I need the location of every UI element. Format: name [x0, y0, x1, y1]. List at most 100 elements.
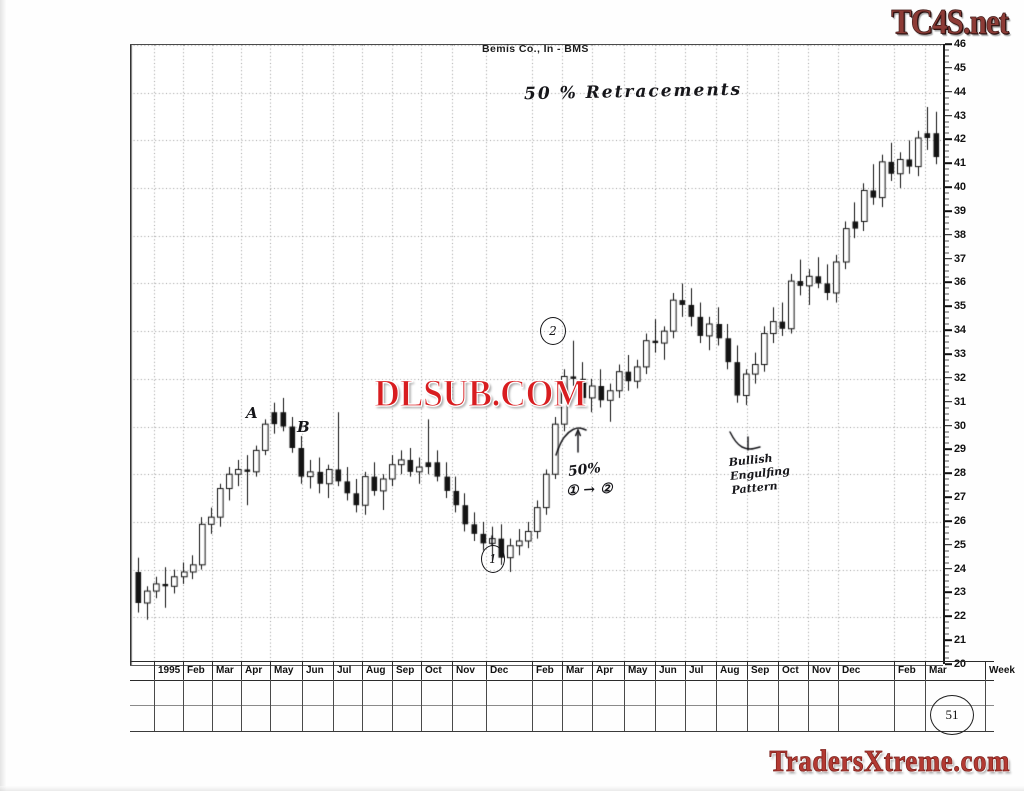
price-tick-mark	[945, 281, 952, 284]
price-tick-minor	[945, 252, 949, 254]
scan-edge-shadow-bottom	[0, 786, 1024, 791]
price-tick-minor	[945, 246, 949, 248]
price-tick-label: 29	[954, 443, 966, 456]
table-column	[894, 679, 926, 731]
price-tick-label: 34	[954, 324, 966, 337]
month-axis-label: Aug	[362, 662, 392, 680]
price-tick-minor	[945, 276, 949, 277]
price-tick-mark	[945, 400, 952, 403]
table-column	[592, 679, 625, 731]
month-axis-label: Sep	[747, 662, 778, 680]
table-column	[985, 679, 1024, 731]
table-column	[421, 679, 453, 731]
price-tick-label: 30	[954, 419, 966, 432]
table-column	[747, 679, 779, 731]
price-tick-minor	[945, 466, 949, 468]
price-tick-mark	[945, 615, 952, 618]
price-tick-label: 33	[954, 348, 966, 360]
month-axis-label: Jun	[655, 662, 685, 680]
table-column	[183, 679, 213, 731]
price-tick-minor	[945, 109, 949, 111]
price-tick-minor	[945, 460, 949, 462]
price-tick-minor	[945, 311, 949, 313]
table-column	[270, 679, 303, 731]
swing-label-a: A	[246, 404, 258, 422]
price-tick-minor	[945, 454, 949, 456]
month-axis-label: May	[624, 662, 655, 680]
scan-edge-shadow-left	[0, 0, 6, 791]
price-tick-minor	[945, 216, 949, 218]
price-tick-label: 37	[954, 252, 966, 265]
price-tick-minor	[945, 156, 949, 158]
price-tick-mark	[945, 90, 952, 93]
month-axis-label: Apr	[592, 662, 624, 680]
price-tick-minor	[945, 121, 949, 122]
price-tick-mark	[945, 353, 952, 355]
month-axis-label: Nov	[808, 662, 838, 680]
month-axis-strip: 1995 Feb Mar Apr May Jun Jul Aug Sep Oct Nov Dec Feb…	[130, 661, 1015, 681]
price-tick-label: 41	[954, 157, 966, 170]
candlestick-series	[130, 45, 943, 665]
price-tick-minor	[945, 49, 949, 51]
price-tick-minor	[945, 198, 949, 200]
circled-marker-2: 2	[540, 317, 566, 345]
price-tick-minor	[945, 359, 949, 361]
chart-plot-frame: Bemis Co., In - BMS	[130, 43, 943, 666]
price-tick-mark	[945, 639, 952, 641]
page-number-badge: 51	[930, 695, 974, 735]
table-column	[486, 679, 533, 731]
price-tick-label: 32	[954, 371, 966, 384]
price-tick-mark	[945, 43, 952, 45]
price-tick-label: 23	[954, 586, 966, 599]
price-tick-minor	[945, 484, 949, 486]
price-tick-label: 31	[954, 395, 966, 408]
blank-data-table	[130, 679, 994, 732]
table-column	[624, 679, 656, 731]
table-column	[778, 679, 809, 731]
price-tick-minor	[945, 478, 949, 480]
price-tick-minor	[945, 508, 949, 510]
price-tick-mark	[945, 114, 952, 117]
price-tick-minor	[945, 132, 949, 134]
price-tick-minor	[945, 174, 949, 176]
price-tick-label: 42	[954, 133, 966, 146]
price-tick-minor	[945, 144, 949, 146]
price-tick-minor	[945, 586, 949, 587]
price-axis: 46 45 44 43 42 41 40 39 38 37 36 35 34 33 32 31 30 29 28 27…	[943, 38, 997, 670]
price-tick-minor	[945, 413, 949, 415]
price-tick-minor	[945, 168, 949, 170]
table-column	[808, 679, 839, 731]
price-tick-minor	[945, 61, 949, 63]
price-tick-mark	[945, 257, 952, 260]
price-tick-mark	[945, 377, 952, 379]
month-axis-label: Feb	[532, 662, 562, 680]
dlsub-watermark: DLSUB.COM	[373, 371, 587, 415]
price-tick-minor	[945, 556, 949, 558]
price-tick-minor	[945, 240, 949, 242]
price-tick-mark	[945, 67, 952, 69]
table-column	[838, 679, 895, 731]
price-tick-minor	[945, 73, 949, 75]
price-tick-mark	[945, 233, 952, 236]
price-tick-minor	[945, 335, 949, 337]
month-axis-label: Jun	[302, 662, 333, 680]
price-tick-minor	[945, 502, 949, 504]
table-column	[333, 679, 363, 731]
price-tick-minor	[945, 85, 949, 87]
price-tick-minor	[945, 383, 949, 385]
price-tick-label: 40	[954, 181, 966, 194]
month-axis-label: Feb	[894, 662, 925, 680]
month-axis-label: Mar	[925, 662, 985, 680]
month-axis-label: Jul	[333, 662, 362, 680]
price-tick-minor	[945, 323, 949, 325]
price-tick-mark	[945, 424, 952, 427]
month-axis-label: Jul	[685, 662, 716, 680]
month-axis-label: Aug	[716, 662, 747, 680]
table-column	[562, 679, 593, 731]
price-tick-minor	[945, 490, 949, 492]
table-column	[392, 679, 422, 731]
price-tick-label: 45	[954, 61, 966, 74]
price-tick-mark	[945, 543, 952, 546]
price-tick-label: 24	[954, 562, 966, 575]
tradersxtreme-logo: TradersXtreme.com	[769, 744, 1010, 778]
